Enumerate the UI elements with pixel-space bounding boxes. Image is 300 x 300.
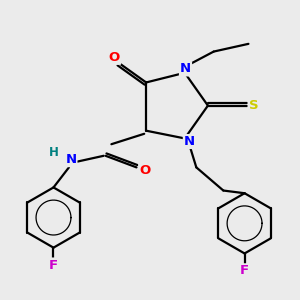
Text: F: F	[49, 259, 58, 272]
Text: H: H	[49, 146, 59, 159]
Text: O: O	[140, 164, 151, 177]
Text: O: O	[109, 51, 120, 64]
Text: N: N	[65, 153, 76, 166]
Text: S: S	[249, 99, 258, 112]
Text: N: N	[180, 62, 191, 75]
Text: F: F	[240, 264, 249, 277]
Text: N: N	[184, 135, 195, 148]
